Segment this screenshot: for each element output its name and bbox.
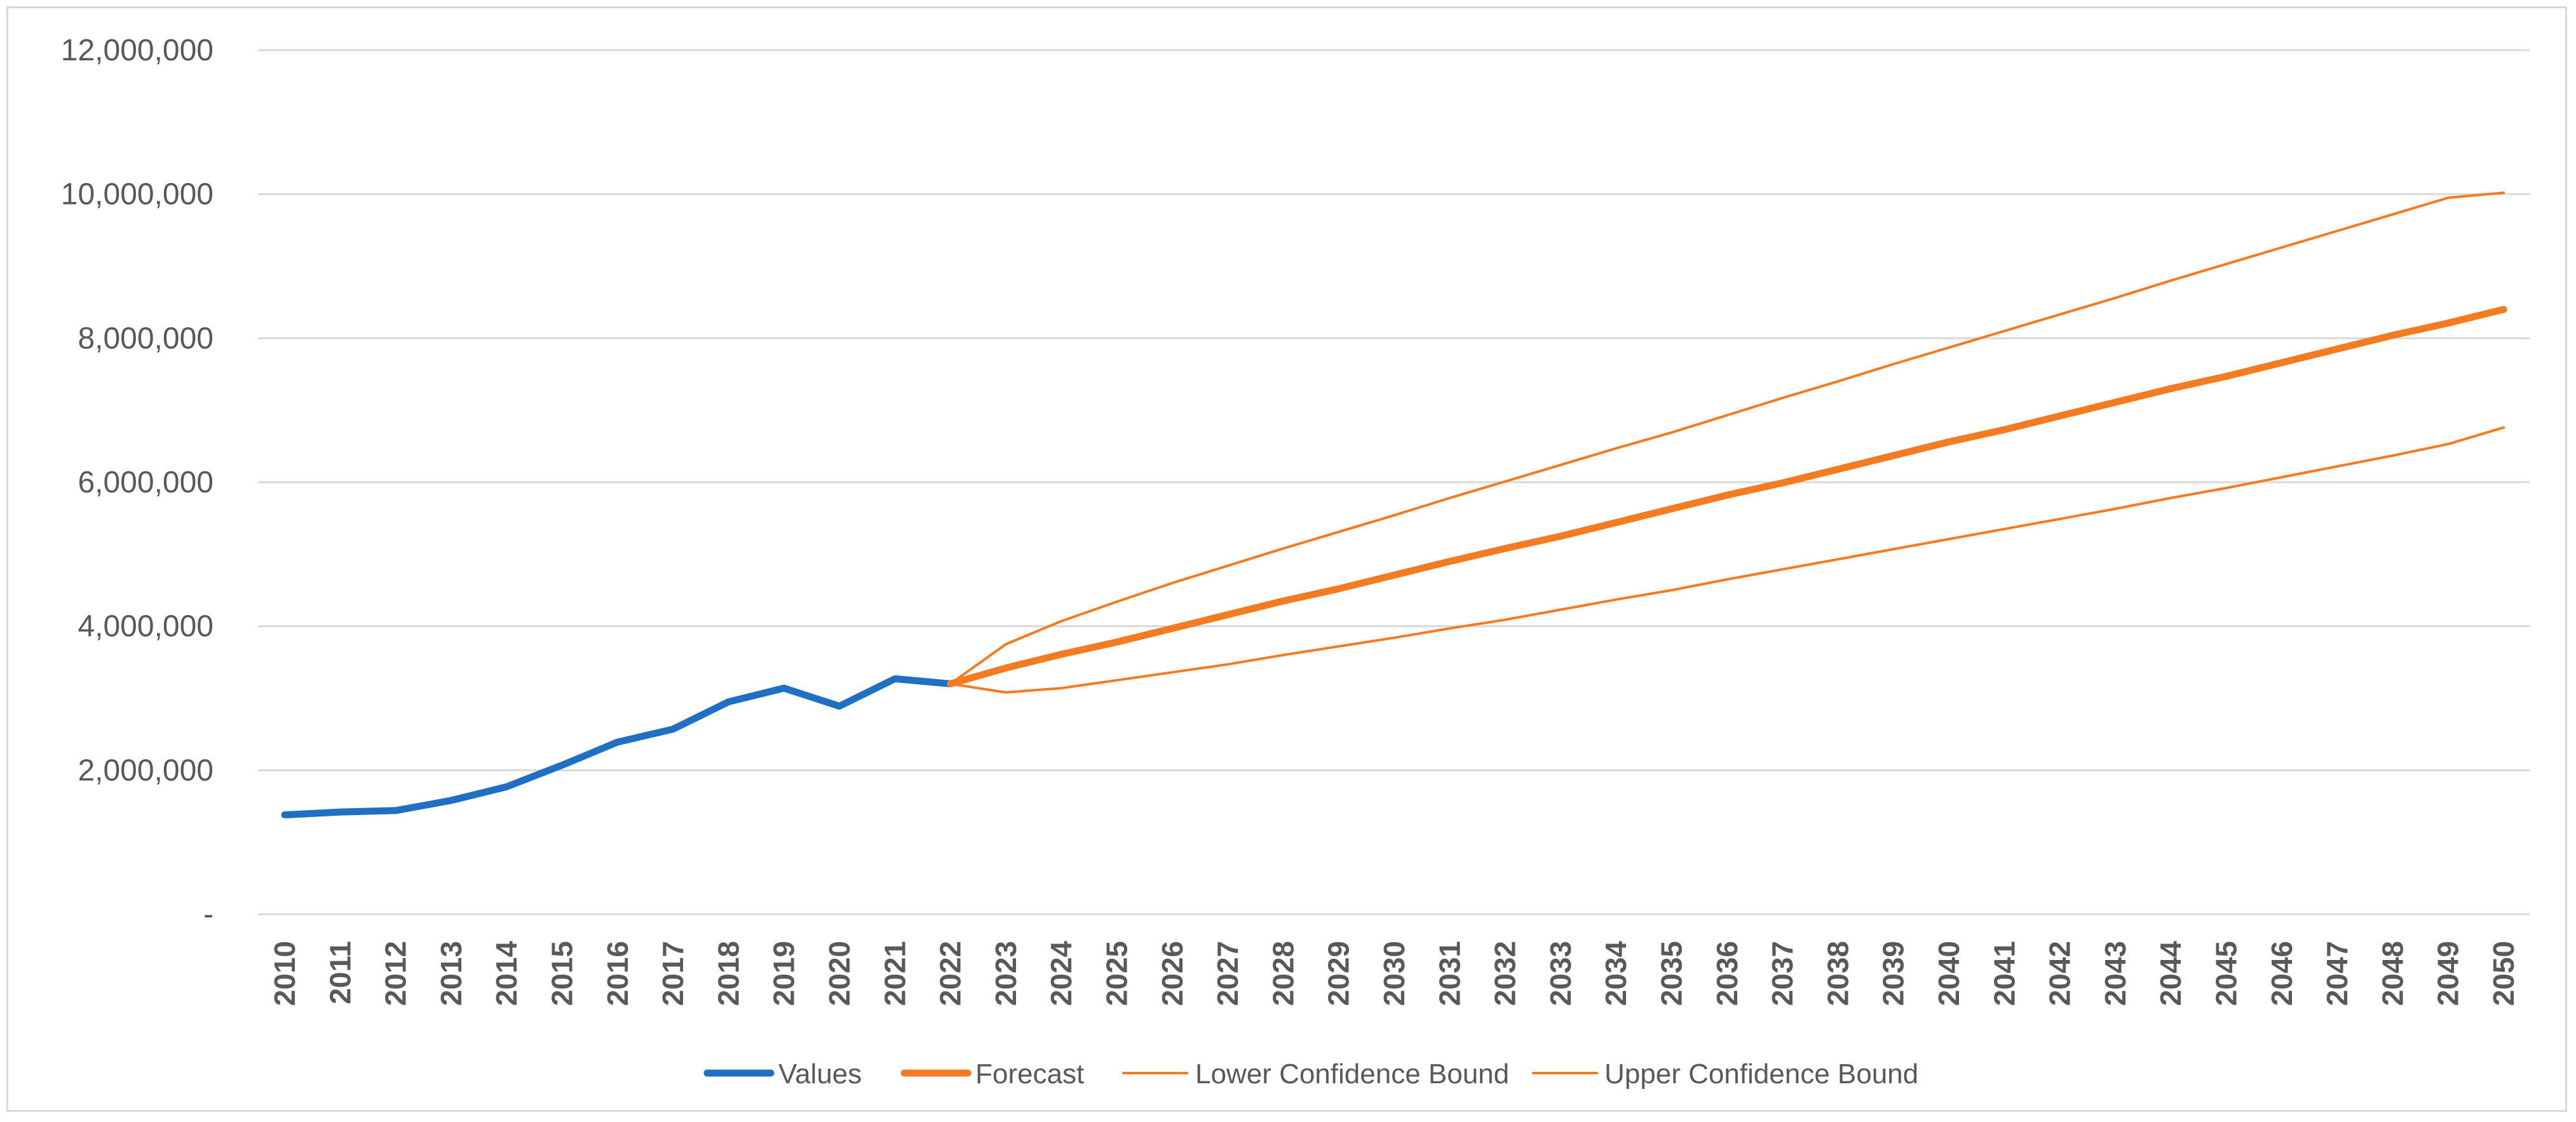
series-line-values [281, 675, 954, 819]
x-tick-label: 2043 [2099, 941, 2132, 1006]
x-tick-label: 2030 [1378, 941, 1411, 1006]
x-tick-label: 2042 [2044, 941, 2077, 1006]
x-tick-label: 2029 [1322, 941, 1355, 1006]
x-tick-label: 2023 [989, 941, 1022, 1006]
y-tick-label: 12,000,000 [61, 34, 214, 67]
legend: Values Forecast Lower Confidence Bound Uppe… [703, 1058, 1918, 1090]
y-axis-ticks: - 2,000,000 4,000,000 6,000,000 8,000,000 10,… [61, 34, 214, 931]
x-tick-label: 2049 [2432, 941, 2465, 1006]
x-tick-label: 2044 [2154, 941, 2187, 1006]
x-tick-label: 2046 [2265, 941, 2298, 1006]
x-tick-label: 2036 [1711, 941, 1744, 1006]
series-line-upper-confidence-bound [949, 191, 2505, 686]
x-tick-label: 2041 [1988, 941, 2021, 1006]
x-tick-label: 2038 [1821, 941, 1854, 1006]
x-tick-label: 2048 [2376, 941, 2409, 1006]
x-tick-label: 2040 [1932, 941, 1965, 1006]
x-tick-label: 2035 [1655, 941, 1688, 1006]
x-tick-label: 2045 [2210, 941, 2243, 1006]
x-tick-label: 2024 [1045, 941, 1078, 1006]
legend-label-lower-confidence-bound: Lower Confidence Bound [1195, 1058, 1509, 1090]
x-tick-label: 2012 [379, 941, 412, 1006]
x-axis-ticks: 2010 2011 2012 2013 2014 2015 2016 2017 2018 2019… [268, 941, 2520, 1006]
x-tick-label: 2010 [268, 941, 301, 1006]
y-tick-label: 6,000,000 [78, 466, 214, 499]
x-tick-label: 2015 [546, 941, 579, 1006]
x-tick-label: 2021 [878, 941, 911, 1006]
y-tick-label: 2,000,000 [78, 754, 214, 787]
x-tick-label: 2047 [2321, 941, 2354, 1006]
legend-label-values: Values [778, 1058, 862, 1090]
y-tick-label: 8,000,000 [78, 321, 214, 355]
y-tick-label: 10,000,000 [61, 178, 214, 212]
x-tick-label: 2025 [1101, 941, 1134, 1006]
gridlines [258, 49, 2530, 916]
x-tick-label: 2019 [768, 941, 801, 1006]
chart-frame: - 2,000,000 4,000,000 6,000,000 8,000,000 10,… [6, 6, 2567, 1112]
x-tick-label: 2032 [1489, 941, 1522, 1006]
x-tick-label: 2026 [1156, 941, 1189, 1006]
x-tick-label: 2020 [823, 941, 856, 1006]
x-tick-label: 2028 [1266, 941, 1299, 1006]
y-tick-label: - [203, 898, 214, 931]
x-tick-label: 2033 [1544, 941, 1577, 1006]
x-tick-label: 2034 [1599, 941, 1632, 1006]
x-tick-label: 2014 [490, 941, 523, 1006]
x-tick-label: 2016 [601, 941, 634, 1006]
x-tick-label: 2050 [2487, 941, 2520, 1006]
line-chart: - 2,000,000 4,000,000 6,000,000 8,000,000 10,… [61, 34, 2530, 1090]
series-line-lower-confidence-bound [949, 426, 2505, 694]
series-lines [281, 191, 2507, 819]
x-tick-label: 2022 [934, 941, 967, 1006]
series-line-forecast [947, 306, 2507, 687]
x-tick-label: 2031 [1433, 941, 1466, 1006]
x-tick-label: 2011 [323, 941, 356, 1004]
x-tick-label: 2018 [712, 941, 745, 1006]
x-tick-label: 2013 [435, 941, 468, 1006]
x-tick-label: 2017 [656, 941, 689, 1006]
x-tick-label: 2037 [1766, 941, 1799, 1006]
x-tick-label: 2027 [1211, 941, 1244, 1006]
y-tick-label: 4,000,000 [78, 610, 214, 644]
x-tick-label: 2039 [1877, 941, 1910, 1006]
legend-label-forecast: Forecast [975, 1058, 1084, 1090]
legend-label-upper-confidence-bound: Upper Confidence Bound [1604, 1058, 1918, 1090]
